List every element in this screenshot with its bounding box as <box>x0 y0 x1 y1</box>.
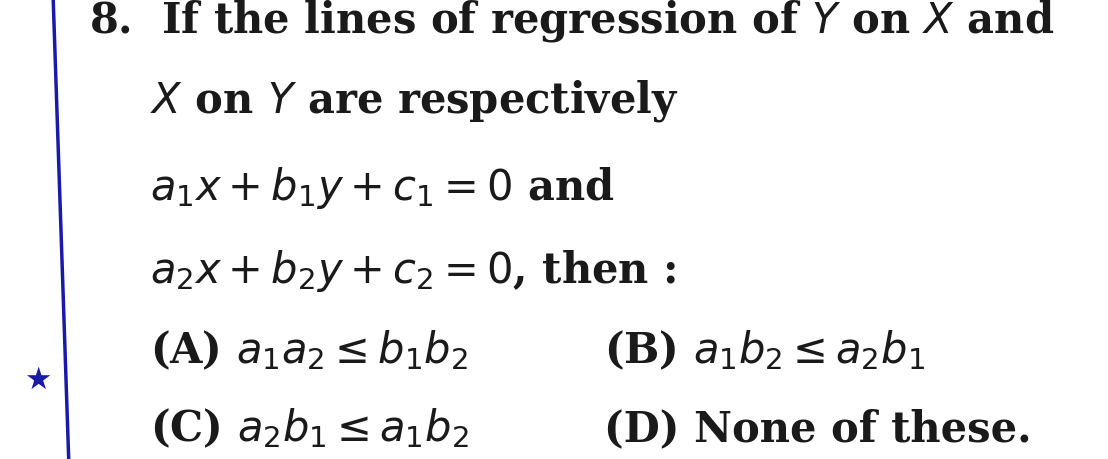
Text: $a_1x + b_1y + c_1 = 0$ and: $a_1x + b_1y + c_1 = 0$ and <box>150 165 614 211</box>
Text: 8.  If the lines of regression of $Y$ on $X$ and: 8. If the lines of regression of $Y$ on … <box>89 0 1054 44</box>
Text: $X$ on $Y$ are respectively: $X$ on $Y$ are respectively <box>150 78 678 124</box>
Text: $a_2x + b_2y + c_2 = 0$, then :: $a_2x + b_2y + c_2 = 0$, then : <box>150 247 676 293</box>
Text: (D) None of these.: (D) None of these. <box>604 408 1032 450</box>
Text: (A) $a_1 a_2 \leq b_1 b_2$: (A) $a_1 a_2 \leq b_1 b_2$ <box>150 328 468 372</box>
Text: (C) $a_2 b_1 \leq a_1 b_2$: (C) $a_2 b_1 \leq a_1 b_2$ <box>150 406 469 450</box>
Text: $\bigstar$: $\bigstar$ <box>24 364 52 395</box>
Text: (B) $a_1 b_2 \leq a_2 b_1$: (B) $a_1 b_2 \leq a_2 b_1$ <box>604 328 925 372</box>
